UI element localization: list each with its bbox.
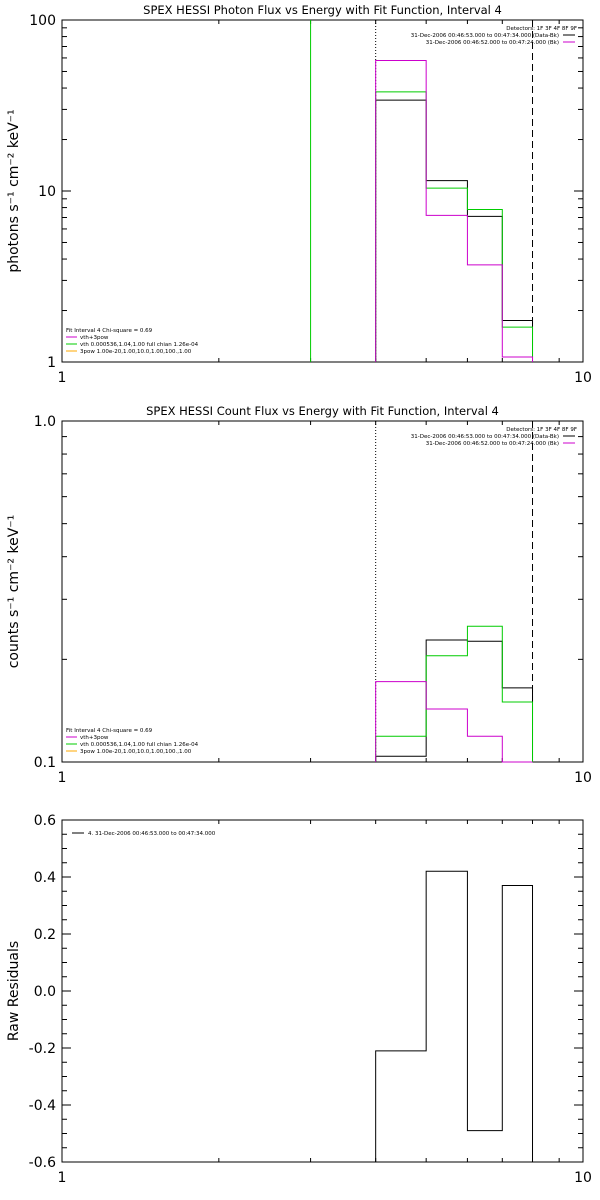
y-tick-label: -0.4 [29, 1098, 56, 1114]
y-tick-label: 1.0 [34, 414, 56, 430]
legend-text: 3pow 1.00e-20,1.00,10.0,1.00,100.,1.00 [80, 349, 192, 355]
x-tick-label: 10 [574, 1170, 592, 1186]
y-tick-label: 0.1 [34, 755, 56, 771]
y-tick-label: -0.2 [29, 1041, 56, 1057]
series-1-step [375, 870, 534, 1162]
series-2-step [375, 91, 534, 362]
legend-text: 31-Dec-2006 00:46:52.000 to 00:47:24.000… [426, 441, 559, 447]
series-3-step [375, 59, 534, 362]
legend-text: Detectors: 1F 3F 4F 8F 9F [506, 427, 577, 433]
legend-text: vth+3pow [80, 735, 109, 741]
x-tick-label: 1 [58, 370, 67, 386]
series-1-step [375, 99, 534, 362]
x-tick-label: 1 [58, 1170, 67, 1186]
panel-3: 1 10 -0.6 -0.4 -0.2 0.0 0.2 0.4 0.6 Raw Residuals… [6, 813, 592, 1186]
y-tick-label: 0.2 [34, 927, 56, 943]
legend-text: Detectors: 1F 3F 4F 8F 9F [506, 26, 577, 32]
y-tick-label: 1 [47, 355, 56, 371]
legend-text: Fit Interval 4 Chi-square = 0.69 [66, 328, 153, 334]
y-tick-label: 10 [38, 184, 56, 200]
chart-title: SPEX HESSI Count Flux vs Energy with Fit… [146, 404, 499, 418]
legend-bottom-left: Fit Interval 4 Chi-square = 0.69vth+3pow… [66, 328, 199, 355]
plot-frame [61, 420, 584, 763]
y-tick-label: -0.6 [29, 1155, 56, 1171]
legend-text: 31-Dec-2006 00:46:52.000 to 00:47:24.000… [426, 40, 559, 46]
legend-text: vth+3pow [80, 335, 109, 341]
legend-text: Fit Interval 4 Chi-square = 0.69 [66, 728, 153, 734]
legend-text: 31-Dec-2006 00:46:53.000 to 00:47:34.000… [411, 33, 559, 39]
y-tick-label: 100 [29, 13, 56, 29]
legend-text: 4. 31-Dec-2006 00:46:53.000 to 00:47:34.… [88, 831, 216, 837]
chart-title: SPEX HESSI Photon Flux vs Energy with Fi… [143, 3, 502, 17]
x-tick-label: 10 [574, 770, 592, 786]
legend-bottom-left: Fit Interval 4 Chi-square = 0.69vth+3pow… [66, 728, 199, 755]
panel-2: 1 10 0.1 1.0 SPEX HESSI Count Flux vs Energy… [6, 404, 592, 786]
series-2-step [375, 625, 534, 762]
plot-frame [61, 819, 584, 1163]
x-tick-label: 10 [574, 370, 592, 386]
legend-top-left: 4. 31-Dec-2006 00:46:53.000 to 00:47:34.… [72, 831, 216, 837]
series-3-step [375, 681, 533, 763]
plot-frame [61, 19, 584, 363]
x-tick-label: 1 [58, 770, 67, 786]
y-axis-label: photons s⁻¹ cm⁻² keV⁻¹ [6, 109, 22, 272]
legend-text: 3pow 1.00e-20,1.00,10.0,1.00,100.,1.00 [80, 749, 192, 755]
y-tick-label: 0.4 [34, 870, 56, 886]
series-1-step [375, 639, 534, 762]
legend-text: vth 0.000536,1.04,1.00 full chian 1.26e-… [80, 342, 199, 348]
legend-text: 31-Dec-2006 00:46:53.000 to 00:47:34.000… [411, 434, 559, 440]
y-tick-label: 0.6 [34, 813, 56, 829]
y-axis-label: counts s⁻¹ cm⁻² keV⁻¹ [6, 515, 22, 669]
panel-1: 1 10 1 10 100 SPEX HESSI Photon Flux vs Energ… [6, 3, 592, 386]
legend-text: vth 0.000536,1.04,1.00 full chian 1.26e-… [80, 742, 199, 748]
y-axis-label: Raw Residuals [6, 941, 22, 1041]
y-tick-label: 0.0 [34, 984, 56, 1000]
